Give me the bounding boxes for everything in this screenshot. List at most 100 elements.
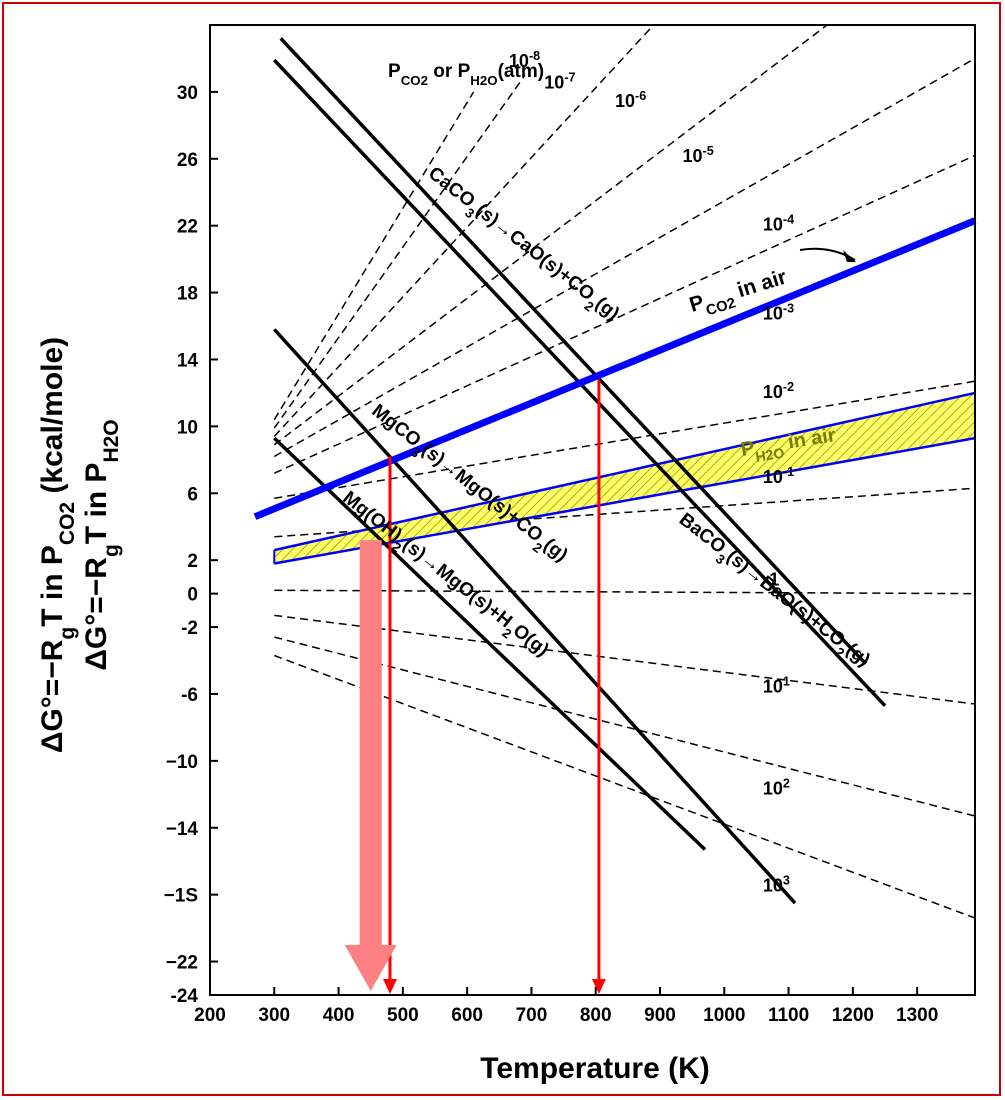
isobar-label-10: 102 <box>763 776 790 798</box>
isobar-line-0 <box>273 91 475 421</box>
isobar-line-1 <box>273 74 526 429</box>
isobar-label-base-8: 1 <box>769 569 779 589</box>
pco2-label-sub: CO2 <box>704 295 738 319</box>
isobar-label-base-2: 10 <box>615 91 635 111</box>
ylab2-t-0: ΔG°=− <box>80 579 113 671</box>
ylab1-p-3: P <box>36 545 69 565</box>
marker-arrow-head-1 <box>591 979 606 994</box>
y-tick-label-15: 30 <box>177 83 198 104</box>
isobar-line-4 <box>273 57 975 458</box>
y-axis-title-line-1: ΔG°=−RgT in PCO2 (kcal/mole) <box>36 337 79 753</box>
legend-mid: or P <box>428 61 471 82</box>
isobar-label-4: 10-4 <box>763 213 794 235</box>
ylab2-p-3: P <box>80 463 113 483</box>
y-tick-label-6: -2 <box>181 618 198 639</box>
wide-arrow-head-2 <box>344 945 397 991</box>
isobar-label-6: 10-2 <box>763 380 794 402</box>
y-tick-label-9: 6 <box>187 484 198 505</box>
ylab1-sub-3: CO2 <box>56 502 79 545</box>
isobar-label-base-10: 10 <box>763 778 783 798</box>
isobar-label-exp-1: -7 <box>564 71 575 85</box>
isobar-label-1: 10-7 <box>544 71 575 93</box>
isobar-label-exp-5: -3 <box>783 301 794 315</box>
isobar-label-8: 1 <box>769 569 779 589</box>
isobar-label-base-11: 10 <box>763 875 783 895</box>
isobar-label-exp-2: -6 <box>635 89 646 103</box>
y-tick-label-3: −14 <box>166 819 199 840</box>
ph2o-in-air-label: PH2O in air <box>739 424 838 467</box>
isobar-label-base-7: 10 <box>763 467 783 487</box>
y-tick-label-5: -6 <box>181 685 198 706</box>
x-tick-label-3: 500 <box>387 1005 419 1026</box>
y-tick-label-12: 18 <box>177 284 198 305</box>
y-tick-label-8: 2 <box>187 551 198 572</box>
reaction-label-part-2-4: (g) <box>539 535 571 566</box>
isobar-line-3 <box>273 25 828 446</box>
isobar-label-base-1: 10 <box>544 73 564 93</box>
x-tick-label-2: 400 <box>323 1005 355 1026</box>
y-tick-label-10: 10 <box>177 417 198 438</box>
y-tick-label-2: −1S <box>164 886 198 907</box>
x-tick-label-0: 200 <box>194 1005 226 1026</box>
isobar-label-0: 10-8 <box>509 49 540 71</box>
isobar-label-base-4: 10 <box>763 215 783 235</box>
plot-frame <box>209 24 976 996</box>
isobar-label-base-0: 10 <box>509 51 529 71</box>
ylab1-t-0: ΔG°=− <box>36 661 69 753</box>
legend-tail: (atm) <box>498 61 544 82</box>
isobar-label-base-9: 10 <box>763 676 783 696</box>
pco2-callout-arrowhead <box>843 250 856 262</box>
isobar-label-exp-9: 1 <box>783 674 790 688</box>
isobar-label-9: 101 <box>763 674 790 696</box>
ylab1-t-2: T in <box>36 565 69 627</box>
x-tick-label-4: 600 <box>451 1005 483 1026</box>
isobar-label-3: 10-5 <box>683 144 714 166</box>
isobar-label-5: 10-3 <box>763 301 794 323</box>
x-tick-label-7: 900 <box>644 1005 676 1026</box>
y-axis-title-line-2: ΔG°=−RgT in PH2O <box>80 419 123 670</box>
y-tick-label-4: −10 <box>166 752 198 773</box>
x-tick-label-10: 1200 <box>832 1005 874 1026</box>
x-tick-label-1: 300 <box>258 1005 290 1026</box>
isobar-label-exp-10: 2 <box>783 776 790 790</box>
isobar-label-base-6: 10 <box>763 382 783 402</box>
marker-arrow-head-0 <box>383 979 397 994</box>
isobar-label-7: 10-1 <box>763 465 794 487</box>
y-tick-label-13: 22 <box>177 217 198 238</box>
isobar-label-exp-7: -1 <box>783 465 794 479</box>
ylab2-t-2: T in <box>80 483 113 545</box>
axes: 200 300 400 500 600 700 800 900 1000 1100 1200 1300… <box>164 24 976 1026</box>
isobar-label-exp-3: -5 <box>703 144 714 158</box>
ylab1-r-1: R <box>36 639 69 661</box>
ylab1-t-4: (kcal/mole) <box>36 337 69 502</box>
x-tick-label-9: 1100 <box>768 1005 809 1026</box>
marker-arrows <box>344 379 606 994</box>
pco2-air-line <box>253 217 977 520</box>
x-tick-label-6: 800 <box>580 1005 612 1026</box>
ylab2-g-1: g <box>100 544 123 557</box>
ylab1-g-1: g <box>56 627 79 640</box>
reaction-line-0 <box>279 37 867 666</box>
isobar-label-11: 103 <box>763 873 790 895</box>
ph2o-label-sub: H2O <box>754 444 785 464</box>
isobar-line-2 <box>273 25 655 437</box>
isobar-label-2: 10-6 <box>615 89 646 111</box>
reaction-label-part-0-4: (g) <box>591 293 623 324</box>
isobar-label-exp-4: -4 <box>783 213 794 227</box>
isobar-label-base-3: 10 <box>683 146 703 166</box>
isobar-label-exp-11: 3 <box>783 873 790 887</box>
isobar-line-5 <box>273 154 975 474</box>
x-tick-label-8: 1000 <box>703 1005 745 1026</box>
legend-p1: P <box>388 61 401 82</box>
y-tick-label-7: 0 <box>187 585 198 606</box>
reaction-label-1: BaCO3(s)→BaO(s)+CO2(g) <box>672 509 874 675</box>
x-axis-title: Temperature (K) <box>480 1052 709 1085</box>
x-tick-label-5: 700 <box>516 1005 548 1026</box>
y-tick-label-14: 26 <box>177 150 198 171</box>
y-tick-label-11: 14 <box>177 350 199 371</box>
y-tick-label-1: −22 <box>166 953 198 974</box>
legend-sub2: H2O <box>470 73 497 88</box>
pco2-in-air-line <box>253 217 977 520</box>
